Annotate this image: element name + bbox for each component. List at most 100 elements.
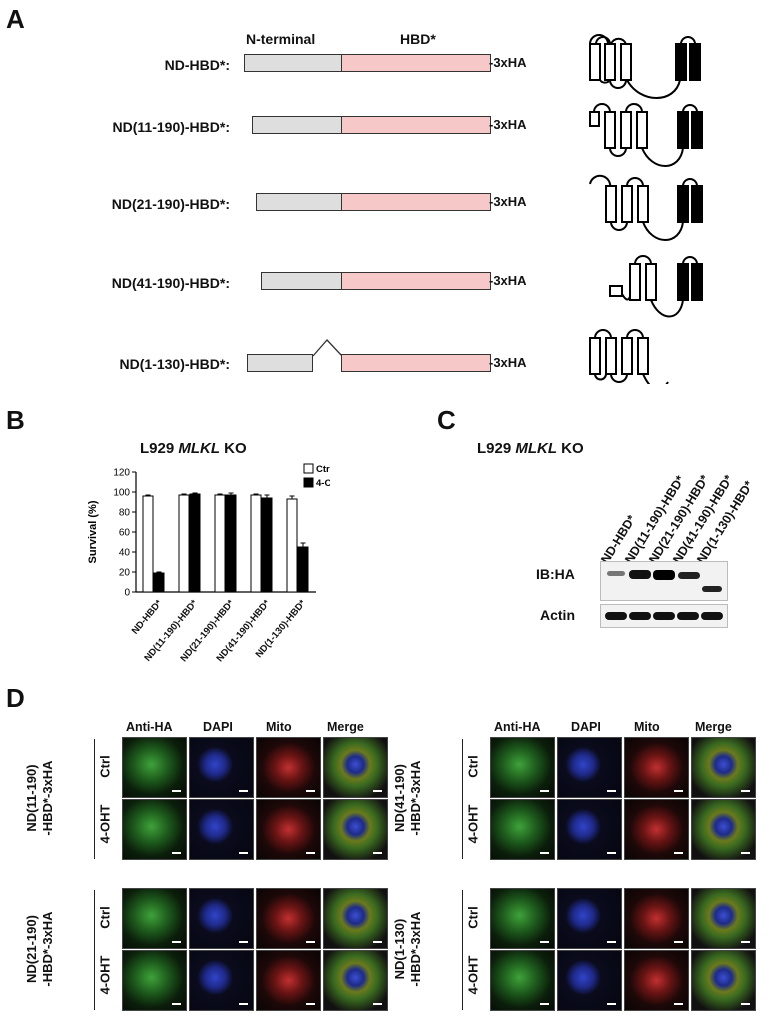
legend-swatch: [303, 477, 314, 488]
bar-ctrl: [214, 494, 226, 593]
micrograph-antiha: [490, 950, 555, 1011]
bar-ctrl: [286, 498, 298, 593]
blot-band: [653, 570, 675, 580]
group-label-line1: ND(1-130): [392, 918, 407, 980]
micrograph-antiha: [122, 888, 187, 949]
legend-label: Ctrl: [316, 464, 330, 475]
group-label-line1: ND(41-190): [392, 764, 407, 832]
scale-bar: [674, 1003, 683, 1005]
scale-bar: [239, 941, 248, 943]
condition-label-ctrl: Ctrl: [465, 906, 481, 929]
condition-label-ctrl: Ctrl: [97, 906, 113, 929]
legend-swatch: [303, 463, 314, 474]
panel-d-letter: D: [6, 683, 25, 713]
column-header-antiha: Anti-HA: [494, 720, 541, 734]
nterminal-bar: [247, 354, 313, 372]
scale-bar: [373, 941, 382, 943]
group-label-line2: -HBD*-3xHA: [40, 911, 55, 987]
panel-c-title: L929 MLKL KO: [477, 440, 584, 457]
nterminal-bar: [244, 54, 342, 72]
condition-label-4oht: 4-OHT: [97, 955, 113, 995]
legend-label: 4-OHT: [316, 478, 330, 489]
condition-label-4oht: 4-OHT: [465, 804, 481, 844]
construct-label: ND(41-190)-HBD*:: [111, 275, 230, 291]
micrograph-mito: [256, 950, 321, 1011]
hbd-bar: [341, 54, 491, 72]
scale-bar: [172, 852, 181, 854]
topology-41-190: [609, 255, 703, 318]
micrograph-merge: [691, 737, 756, 798]
micrograph-dapi: [557, 888, 622, 949]
scale-bar: [239, 1003, 248, 1005]
scale-bar: [674, 941, 683, 943]
column-header-dapi: DAPI: [203, 720, 233, 734]
micrograph-antiha: [122, 799, 187, 860]
hbd-bar: [341, 272, 491, 290]
scale-bar: [306, 790, 315, 792]
blot-band: [629, 570, 651, 579]
nterminal-bar: [256, 193, 342, 211]
group-label-line2: -HBD*-3xHA: [408, 911, 423, 987]
ha-tag-label: -3xHA: [489, 117, 527, 132]
micrograph-mito: [256, 888, 321, 949]
construct-label: ND(1-130)-HBD*:: [119, 356, 230, 372]
chart-x-tick-labels: ND-HBD* ND(11-190)-HBD* ND(21-190)-HBD* ND(…: [80, 590, 340, 710]
y-tick-label: 100: [113, 488, 130, 499]
bar-4-oht: [225, 494, 237, 593]
topology-1-130: [589, 329, 669, 384]
micrograph-dapi: [189, 737, 254, 798]
scale-bar: [239, 852, 248, 854]
blot-band: [629, 612, 651, 620]
ha-tag-label: -3xHA: [489, 355, 527, 370]
micrograph-antiha: [490, 799, 555, 860]
condition-label-4oht: 4-OHT: [465, 955, 481, 995]
column-header-mito: Mito: [634, 720, 660, 734]
nterminal-bar: [252, 116, 342, 134]
bar-ctrl: [178, 494, 190, 593]
panel-b-title: L929 MLKL KO: [140, 440, 247, 457]
blot-band: [653, 612, 675, 620]
micrograph-dapi: [557, 799, 622, 860]
scale-bar: [540, 852, 549, 854]
ha-tag-label: -3xHA: [489, 194, 527, 209]
scale-bar: [306, 852, 315, 854]
micrograph-dapi: [189, 888, 254, 949]
group-label: ND(11-190) -HBD*-3xHA: [24, 738, 56, 858]
group-bracket: [462, 890, 463, 1010]
group-label-line1: ND(11-190): [24, 764, 39, 832]
scale-bar: [607, 852, 616, 854]
blot-band: [607, 571, 625, 576]
scale-bar: [540, 941, 549, 943]
scale-bar: [373, 852, 382, 854]
micrograph-antiha: [490, 737, 555, 798]
scale-bar: [674, 790, 683, 792]
blot-row-label: IB:HA: [536, 566, 575, 582]
micrograph-merge: [323, 799, 388, 860]
micrograph-mito: [624, 799, 689, 860]
topology-diagrams: [589, 34, 703, 384]
nterminal-header: N-terminal: [246, 31, 316, 47]
scale-bar: [741, 1003, 750, 1005]
scale-bar: [674, 852, 683, 854]
scale-bar: [172, 941, 181, 943]
y-tick-label: 60: [119, 528, 131, 539]
hbd-bar: [341, 116, 491, 134]
group-label: ND(21-190) -HBD*-3xHA: [24, 889, 56, 1009]
topology-full: [589, 34, 701, 99]
construct-label: ND(21-190)-HBD*:: [111, 196, 230, 212]
blot-band: [677, 612, 699, 620]
y-tick-label: 0: [124, 588, 130, 599]
group-label-line2: -HBD*-3xHA: [40, 760, 55, 836]
bar-4-oht: [189, 493, 201, 593]
ha-tag-label: -3xHA: [489, 55, 527, 70]
scale-bar: [741, 852, 750, 854]
deletion-caret: [312, 339, 343, 357]
scale-bar: [741, 790, 750, 792]
y-tick-label: 80: [119, 508, 131, 519]
scale-bar: [373, 1003, 382, 1005]
micrograph-merge: [323, 950, 388, 1011]
hbd-header: HBD*: [400, 31, 436, 47]
x-tick-label: ND-HBD*: [129, 598, 165, 637]
micrograph-dapi: [557, 737, 622, 798]
micrograph-antiha: [122, 737, 187, 798]
